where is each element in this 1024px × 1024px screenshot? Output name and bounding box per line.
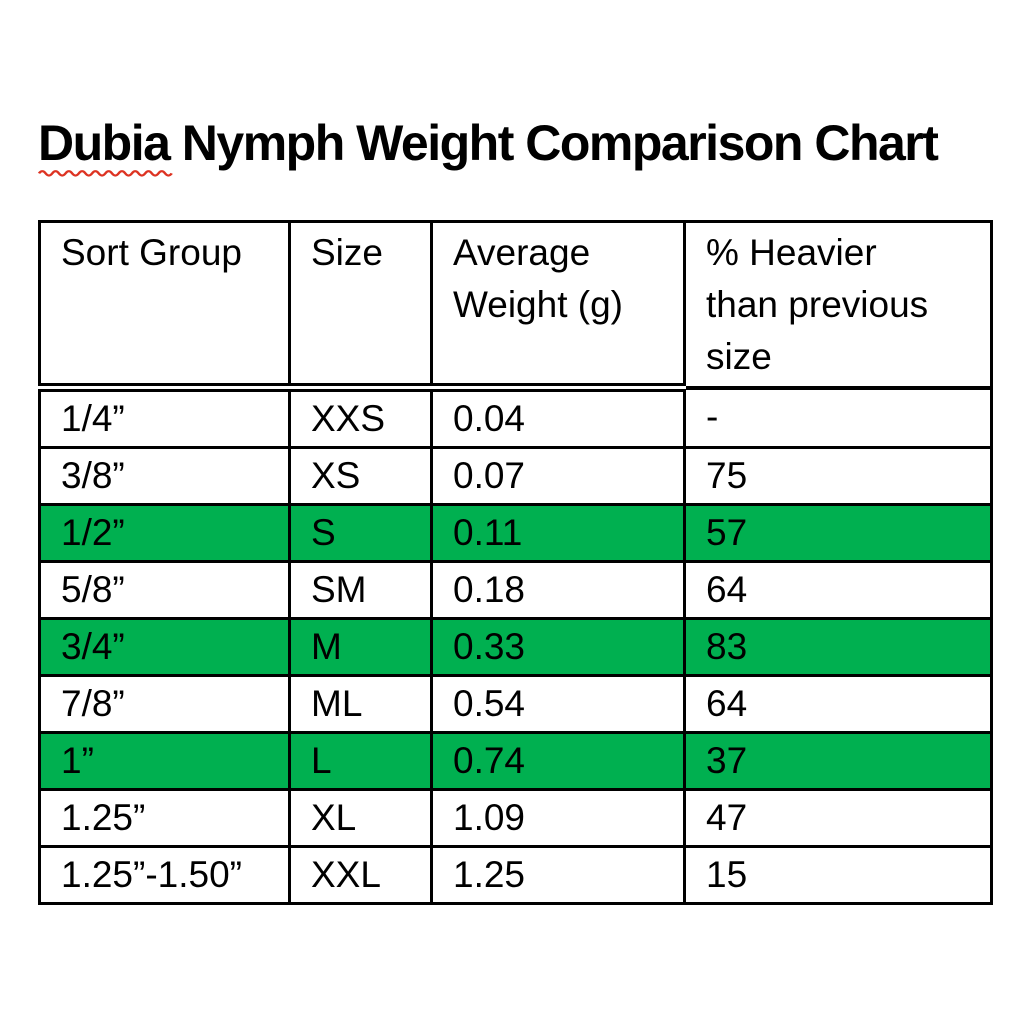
header-line: Size (311, 232, 383, 273)
col-header-average-weight: Average Weight (g) (430, 220, 686, 392)
cell-sort-group: 1/4” (38, 386, 291, 449)
cell-size: XS (288, 446, 433, 506)
cell-sort-group: 5/8” (38, 560, 291, 620)
title-word-misspelled: Dubia (37, 115, 173, 177)
cell-size: SM (288, 560, 433, 620)
cell-avg-weight: 1.25 (430, 845, 686, 905)
cell-avg-weight: 0.07 (430, 446, 686, 506)
header-line: Weight (g) (453, 284, 623, 325)
cell-size: M (288, 617, 433, 677)
cell-avg-weight: 0.33 (430, 617, 686, 677)
col-header-pct-heavier: % Heavier than previous size (683, 220, 993, 390)
cell-avg-weight: 0.11 (430, 503, 686, 563)
cell-sort-group: 1” (38, 731, 291, 791)
cell-size: S (288, 503, 433, 563)
cell-size: XL (288, 788, 433, 848)
cell-sort-group: 7/8” (38, 674, 291, 734)
title-word-dubia: Dubia (38, 115, 171, 171)
cell-pct-heavier: - (683, 386, 993, 449)
cell-size: L (288, 731, 433, 791)
table-row-ml: 7/8” ML 0.54 64 (38, 674, 993, 734)
cell-avg-weight: 0.04 (430, 386, 686, 449)
cell-avg-weight: 0.54 (430, 674, 686, 734)
table-row-sm: 5/8” SM 0.18 64 (38, 560, 993, 620)
header-line: % Heavier (706, 232, 877, 273)
cell-pct-heavier: 15 (683, 845, 993, 905)
title-rest: Nymph Weight Comparison Chart (169, 115, 939, 171)
header-row: Sort Group Size Average Weight (g) % Hea… (38, 220, 993, 392)
cell-pct-heavier: 83 (683, 617, 993, 677)
cell-avg-weight: 0.18 (430, 560, 686, 620)
table-row-xxs: 1/4” XXS 0.04 - (38, 386, 993, 449)
spellcheck-squiggle-path (37, 170, 173, 177)
header-line: than previous (706, 284, 929, 325)
spellcheck-squiggle-icon (37, 170, 173, 177)
header-line: size (706, 336, 772, 377)
weight-comparison-table: Sort Group Size Average Weight (g) % Hea… (38, 220, 993, 905)
table-row-xs: 3/8” XS 0.07 75 (38, 446, 993, 506)
cell-avg-weight: 1.09 (430, 788, 686, 848)
header-line: Average (453, 232, 591, 273)
cell-size: ML (288, 674, 433, 734)
cell-sort-group: 3/8” (38, 446, 291, 506)
cell-size: XXS (288, 386, 433, 449)
table-row-xxl: 1.25”-1.50” XXL 1.25 15 (38, 845, 993, 905)
cell-sort-group: 1.25” (38, 788, 291, 848)
cell-pct-heavier: 47 (683, 788, 993, 848)
cell-pct-heavier: 37 (683, 731, 993, 791)
cell-avg-weight: 0.74 (430, 731, 686, 791)
col-header-sort-group: Sort Group (38, 220, 291, 392)
header-line: Sort Group (61, 232, 242, 273)
cell-sort-group: 1/2” (38, 503, 291, 563)
cell-size: XXL (288, 845, 433, 905)
cell-sort-group: 1.25”-1.50” (38, 845, 291, 905)
page-title: Dubia Nymph Weight Comparison Chart (37, 115, 939, 177)
table-row-s-highlighted: 1/2” S 0.11 57 (38, 503, 993, 563)
cell-pct-heavier: 64 (683, 674, 993, 734)
col-header-size: Size (288, 220, 433, 392)
cell-pct-heavier: 75 (683, 446, 993, 506)
table-row-l-highlighted: 1” L 0.74 37 (38, 731, 993, 791)
table-row-m-highlighted: 3/4” M 0.33 83 (38, 617, 993, 677)
cell-pct-heavier: 57 (683, 503, 993, 563)
cell-sort-group: 3/4” (38, 617, 291, 677)
table-row-xl: 1.25” XL 1.09 47 (38, 788, 993, 848)
cell-pct-heavier: 64 (683, 560, 993, 620)
